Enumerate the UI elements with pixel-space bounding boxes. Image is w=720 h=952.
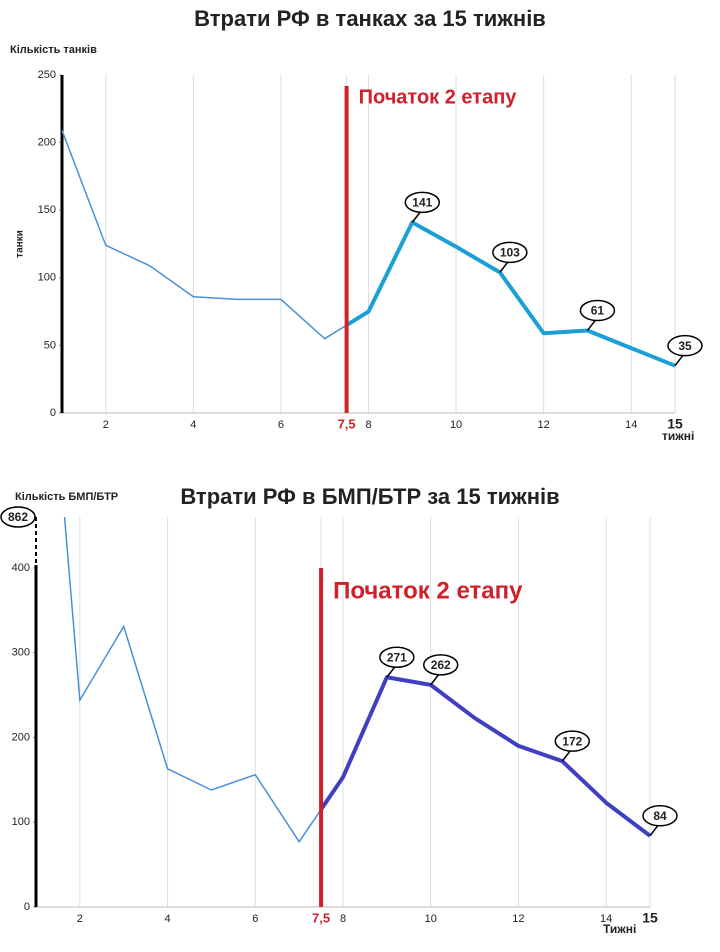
data-label: 103 <box>500 246 520 260</box>
label-bubble <box>379 646 415 668</box>
y-tick-label: 200 <box>12 731 30 743</box>
label-bubble <box>579 299 616 322</box>
y-tick-label: 300 <box>12 647 30 659</box>
x-tick-label: 12 <box>538 419 550 431</box>
y-axis-title: Кількість танків <box>10 44 97 56</box>
y-tick-label: 400 <box>12 562 30 574</box>
x-tick-label: 10 <box>450 419 462 431</box>
line-highlight <box>346 220 676 368</box>
data-label: 862 <box>8 510 28 524</box>
x-tick-label: 15 <box>667 416 683 432</box>
data-label: 141 <box>412 196 432 210</box>
y-axis-label: танки <box>15 230 26 258</box>
data-label: 61 <box>591 304 605 318</box>
x-tick-label: 2 <box>77 913 83 925</box>
data-label: 84 <box>653 809 667 823</box>
x-tick-label: 15 <box>642 910 658 926</box>
x-tick-label: 7,5 <box>338 416 356 431</box>
x-tick-label: 2 <box>103 419 109 431</box>
y-tick-label: 100 <box>38 272 56 284</box>
x-tick-label: 8 <box>340 913 346 925</box>
x-tick-label: 4 <box>190 419 196 431</box>
x-axis-title: тижні <box>662 429 694 443</box>
x-tick-label: 12 <box>512 913 524 925</box>
data-label: 172 <box>562 734 582 748</box>
label-bubble <box>422 654 459 676</box>
x-tick-label: 14 <box>625 419 637 431</box>
x-tick-label: 8 <box>365 419 371 431</box>
x-tick-label: 6 <box>252 913 258 925</box>
y-tick-label: 250 <box>38 69 56 81</box>
label-bubble <box>492 241 528 264</box>
annotation: Початок 2 етапу <box>333 577 523 604</box>
chart-title: Втрати РФ в БМП/БТР за 15 тижнів <box>180 484 559 509</box>
label-bubble <box>667 334 703 357</box>
label-bubble <box>0 506 36 528</box>
x-tick-label: 14 <box>600 913 612 925</box>
data-label: 271 <box>387 650 407 664</box>
y-axis-title: Кількість БМП/БТР <box>15 491 118 503</box>
data-label: 35 <box>678 339 692 353</box>
y-tick-label: 100 <box>12 816 30 828</box>
x-tick-label: 6 <box>278 419 284 431</box>
label-bubble <box>642 805 678 827</box>
y-tick-label: 50 <box>44 339 56 351</box>
annotation: Початок 2 етапу <box>359 86 518 108</box>
data-label: 262 <box>431 658 451 672</box>
x-tick-label: 4 <box>165 913 171 925</box>
chart-title: Втрати РФ в танках за 15 тижнів <box>194 6 546 31</box>
label-bubble <box>404 191 441 214</box>
y-tick-label: 0 <box>50 407 56 419</box>
x-tick-label: 10 <box>425 913 437 925</box>
label-bubble <box>554 730 591 752</box>
y-tick-label: 200 <box>38 137 56 149</box>
x-tick-label: 7,5 <box>312 910 330 925</box>
x-axis-title: Тижні <box>603 922 636 936</box>
line-highlight <box>321 675 652 838</box>
y-tick-label: 0 <box>24 901 30 913</box>
y-tick-label: 150 <box>38 204 56 216</box>
